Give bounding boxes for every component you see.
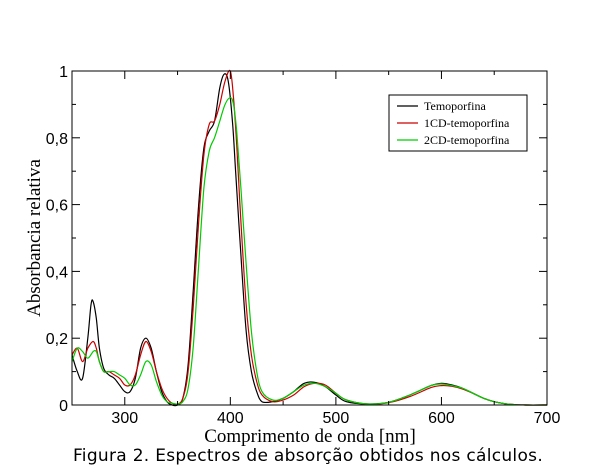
y-tick-label: 0 xyxy=(59,398,68,415)
x-tick-label: 400 xyxy=(217,410,244,427)
absorption-chart: 300 400 500 600 700 0 0,2 0,4 0,6 0,8 1 Compriment… xyxy=(24,64,561,446)
figure-caption: Figura 2. Espectros de absorção obtidos … xyxy=(72,446,544,466)
x-tick-label: 500 xyxy=(323,410,350,427)
series-line-3 xyxy=(71,97,548,406)
series-layer xyxy=(71,69,548,407)
y-axis-title: Absorbancia relativa xyxy=(24,159,45,317)
legend: Temoporfina 1CD-temoporfina 2CD-temoporfin… xyxy=(388,94,528,152)
ticks-layer: 300 400 500 600 700 0 0,2 0,4 0,6 0,8 1 xyxy=(46,64,561,427)
y-tick-label: 0,2 xyxy=(46,331,68,348)
y-tick-label: 0,6 xyxy=(46,198,68,215)
legend-label-3: 2CD-temoporfina xyxy=(424,133,510,147)
x-tick-label: 700 xyxy=(534,410,561,427)
y-tick-label: 1 xyxy=(59,64,68,81)
legend-label-2: 1CD-temoporfina xyxy=(424,116,510,130)
x-axis-title: Comprimento de onda [nm] xyxy=(204,426,416,446)
x-tick-label: 300 xyxy=(111,410,138,427)
y-tick-label: 0,4 xyxy=(46,264,68,281)
x-tick-label: 600 xyxy=(428,410,455,427)
legend-label-1: Temoporfina xyxy=(424,99,486,113)
series-line-2 xyxy=(71,69,548,406)
y-tick-label: 0,8 xyxy=(46,131,68,148)
